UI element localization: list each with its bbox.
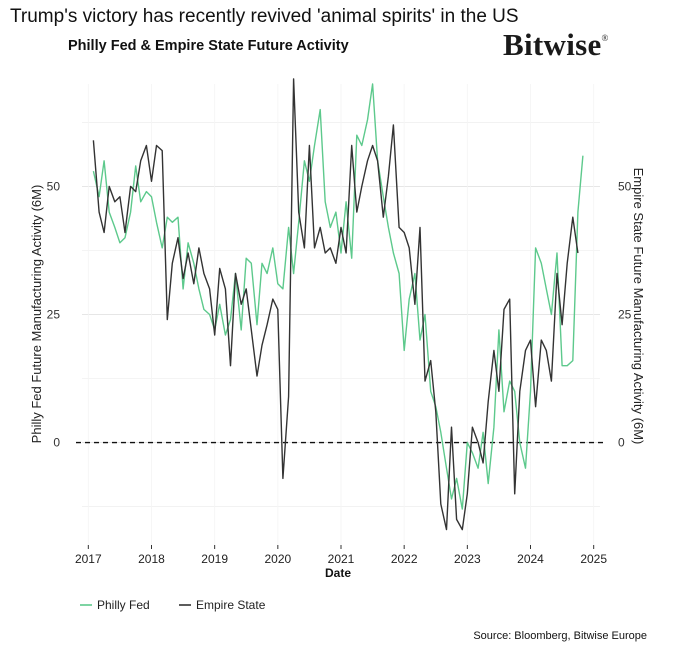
series-line-empire-state (92, 78, 579, 531)
y-tick-label-right: 0 (618, 436, 625, 450)
x-tick-label: 2017 (75, 552, 102, 566)
brand-logo: Bitwise® (503, 27, 609, 63)
series-line-philly-fed (92, 83, 584, 510)
x-tick-label: 2022 (391, 552, 418, 566)
y-axis-label-left: Philly Fed Future Manufacturing Activity… (29, 185, 44, 444)
headline: Trump's victory has recently revived 'an… (10, 6, 519, 27)
x-tick-label: 2020 (264, 552, 291, 566)
x-tick-label: 2023 (454, 552, 481, 566)
chart-title: Philly Fed & Empire State Future Activit… (68, 38, 349, 54)
x-tick-label: 2019 (201, 552, 228, 566)
brand-name: Bitwise (503, 27, 602, 62)
brand-registered-mark: ® (601, 33, 609, 43)
y-tick-label-right: 50 (618, 179, 632, 193)
source-note: Source: Bloomberg, Bitwise Europe (473, 630, 647, 642)
y-tick-label-left: 25 (47, 308, 61, 322)
legend-label-philly-fed: Philly Fed (97, 598, 150, 612)
x-tick-label: 2025 (580, 552, 607, 566)
y-tick-label-left: 50 (47, 179, 61, 193)
y-tick-label-left: 0 (53, 436, 60, 450)
legend-label-empire-state: Empire State (196, 598, 266, 612)
x-tick-label: 2021 (328, 552, 355, 566)
y-tick-label-right: 25 (618, 308, 632, 322)
x-tick-label: 2024 (517, 552, 544, 566)
x-tick-label: 2018 (138, 552, 165, 566)
x-axis-label: Date (325, 566, 351, 580)
y-axis-label-right: Empire State Future Manufacturing Activi… (631, 168, 646, 445)
